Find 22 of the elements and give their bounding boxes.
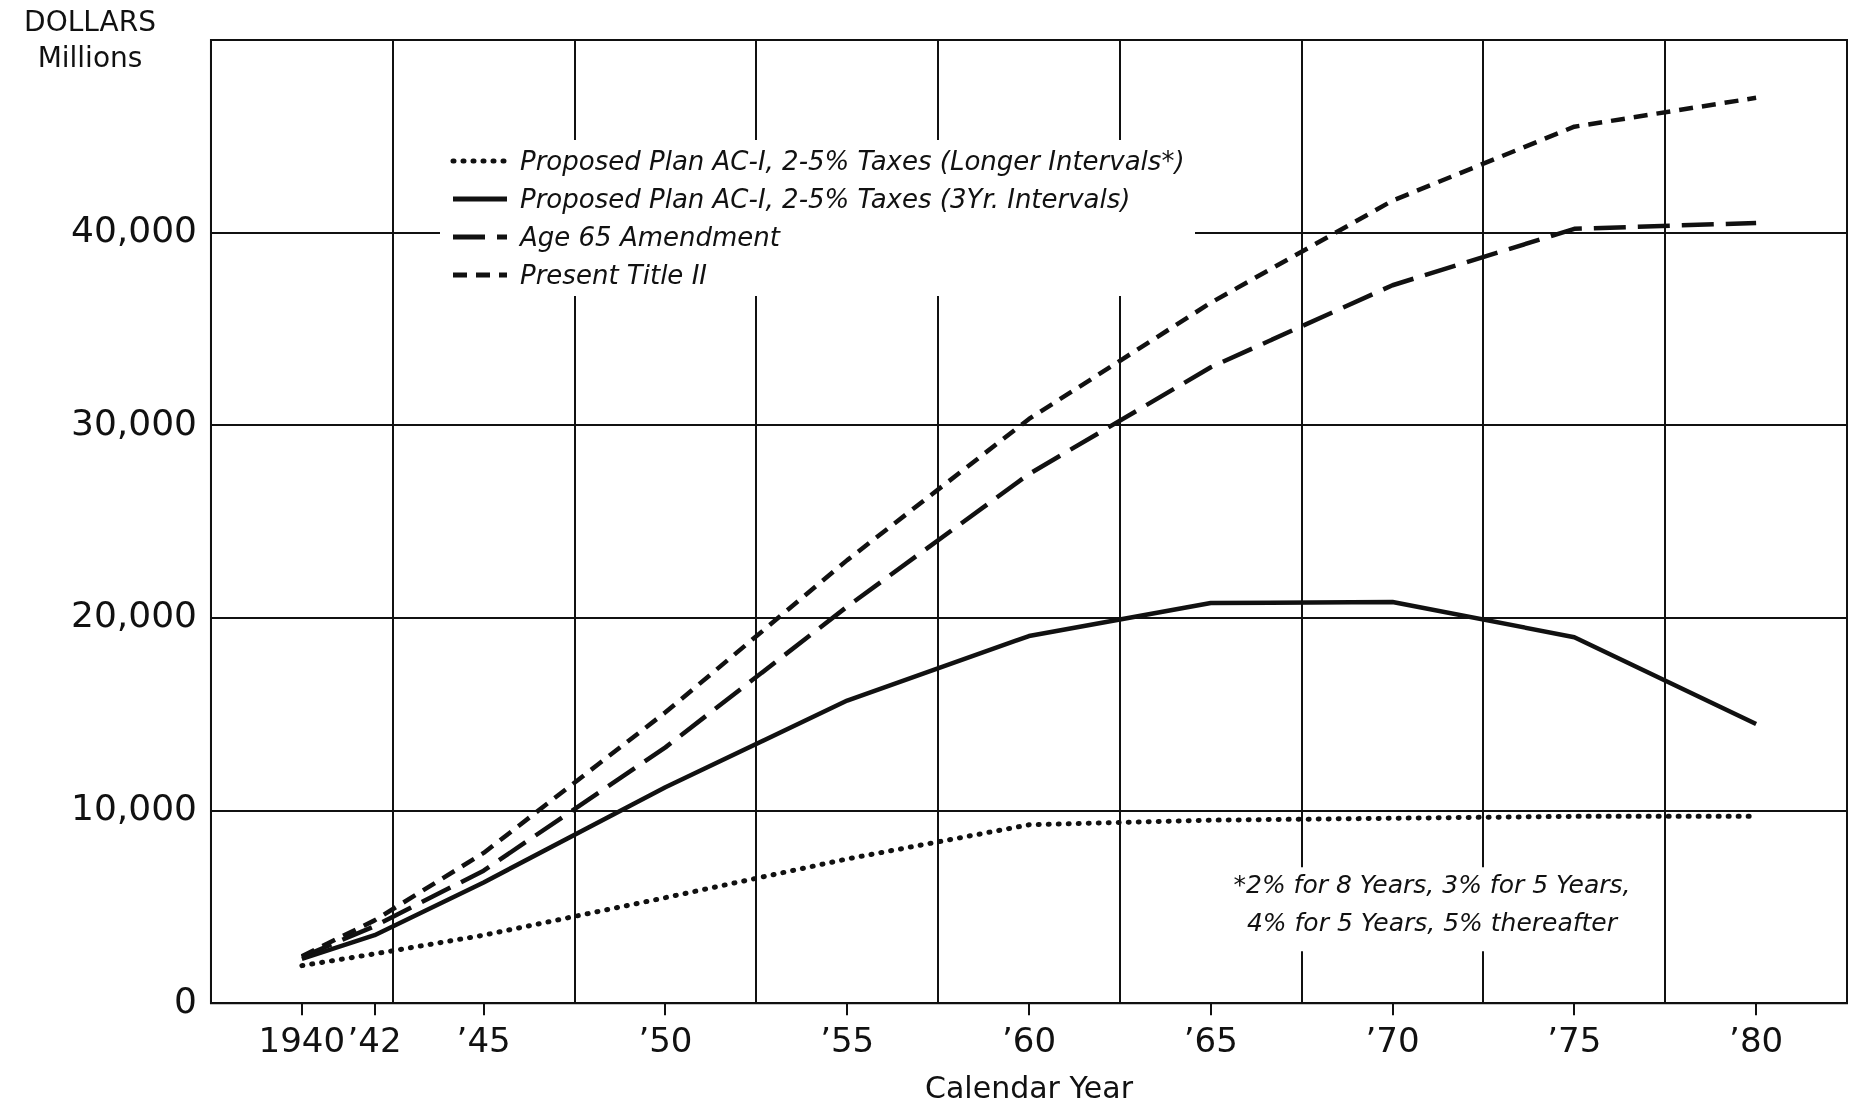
x-tick-label: ’45	[456, 1020, 511, 1061]
y-tick-label: 40,000	[71, 209, 197, 250]
x-tick-label: ’55	[820, 1020, 875, 1061]
legend-label: Proposed Plan AC-I, 2-5% Taxes (3Yr. Intervals)	[520, 184, 1131, 214]
y-axis-title: DOLLARS Millions	[23, 4, 157, 76]
x-tick-label: ’42	[347, 1020, 402, 1061]
x-tick-label: ’75	[1547, 1020, 1602, 1061]
x-tick-label: ’65	[1183, 1020, 1238, 1061]
x-tick-label: ’50	[638, 1020, 693, 1061]
x-tick-label: ’70	[1365, 1020, 1420, 1061]
legend-label: Proposed Plan AC-I, 2-5% Taxes (Longer Intervals*)	[520, 146, 1185, 176]
x-axis-title: Calendar Year	[925, 1069, 1134, 1105]
y-tick-label: 30,000	[71, 401, 197, 443]
y-tick-label: 10,000	[71, 786, 197, 828]
x-tick-label: 1940	[258, 1020, 346, 1061]
y-tick-label: 20,000	[71, 594, 197, 636]
annotation: *2% for 8 Years, 3% for 5 Years, 4% for 5 Years, 5% thereafter	[1233, 870, 1631, 938]
y-tick-label: 0	[174, 979, 197, 1021]
legend-label: Present Title II	[520, 260, 707, 290]
legend-label: Age 65 Amendment	[520, 222, 780, 252]
x-tick-label: ’60	[1001, 1020, 1057, 1061]
x-tick-label: ’80	[1729, 1020, 1784, 1061]
